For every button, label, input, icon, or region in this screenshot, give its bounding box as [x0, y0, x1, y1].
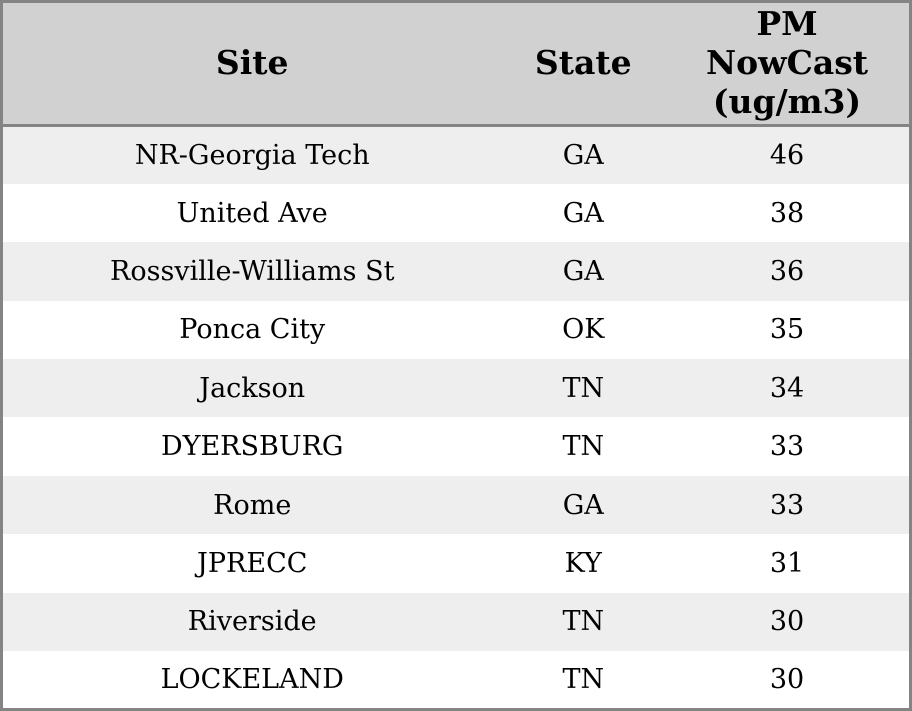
- table-row: LOCKELAND TN 30: [1, 651, 911, 710]
- column-header-state: State: [501, 1, 666, 127]
- pm-cell: 30: [769, 606, 805, 638]
- pm-cell: 46: [769, 139, 805, 171]
- table-row: NR-Georgia Tech GA 46: [1, 125, 911, 184]
- state-cell: TN: [562, 372, 605, 404]
- pm-cell: 38: [769, 197, 805, 229]
- pm-cell: 34: [769, 372, 805, 404]
- site-cell: NR-Georgia Tech: [134, 139, 370, 171]
- pm-cell: 31: [769, 547, 805, 579]
- site-cell: DYERSBURG: [160, 431, 344, 463]
- state-cell: GA: [562, 139, 604, 171]
- pm-cell: 36: [769, 255, 805, 287]
- site-cell: United Ave: [176, 197, 328, 229]
- table-row: Ponca City OK 35: [1, 300, 911, 360]
- table-row: Rome GA 33: [1, 475, 911, 535]
- table-row: JPRECC KY 31: [1, 534, 911, 593]
- state-cell: KY: [564, 547, 602, 579]
- state-cell: GA: [562, 197, 604, 229]
- site-cell: Ponca City: [179, 314, 326, 346]
- header-row: Site State PM NowCast (ug/m3): [1, 1, 911, 127]
- pm-cell: 33: [769, 489, 805, 521]
- site-cell: Rome: [213, 489, 292, 521]
- table-body: NR-Georgia Tech GA 46 United Ave GA 38 R…: [1, 125, 911, 710]
- table-row: Rossville-Williams St GA 36: [1, 242, 911, 301]
- table-row: Jackson TN 34: [1, 359, 911, 418]
- site-cell: Jackson: [199, 372, 306, 404]
- table-row: Riverside TN 30: [1, 592, 911, 652]
- pm-cell: 30: [769, 664, 805, 695]
- state-cell: GA: [562, 489, 604, 521]
- site-cell: Rossville-Williams St: [110, 255, 395, 287]
- column-header-site: Site: [1, 1, 502, 127]
- column-header-pm-nowcast: PM NowCast (ug/m3): [665, 1, 911, 127]
- pm-cell: 35: [769, 314, 805, 346]
- state-cell: TN: [562, 606, 605, 638]
- state-cell: OK: [562, 314, 605, 346]
- state-cell: GA: [562, 255, 604, 287]
- site-cell: LOCKELAND: [160, 664, 344, 695]
- pm-cell: 33: [769, 431, 805, 463]
- site-cell: Riverside: [187, 606, 317, 638]
- table-row: DYERSBURG TN 33: [1, 417, 911, 476]
- table-header: Site State PM NowCast (ug/m3): [1, 1, 911, 127]
- state-cell: TN: [562, 664, 605, 695]
- table-row: United Ave GA 38: [1, 183, 911, 243]
- state-cell: TN: [562, 431, 605, 463]
- site-cell: JPRECC: [197, 547, 308, 579]
